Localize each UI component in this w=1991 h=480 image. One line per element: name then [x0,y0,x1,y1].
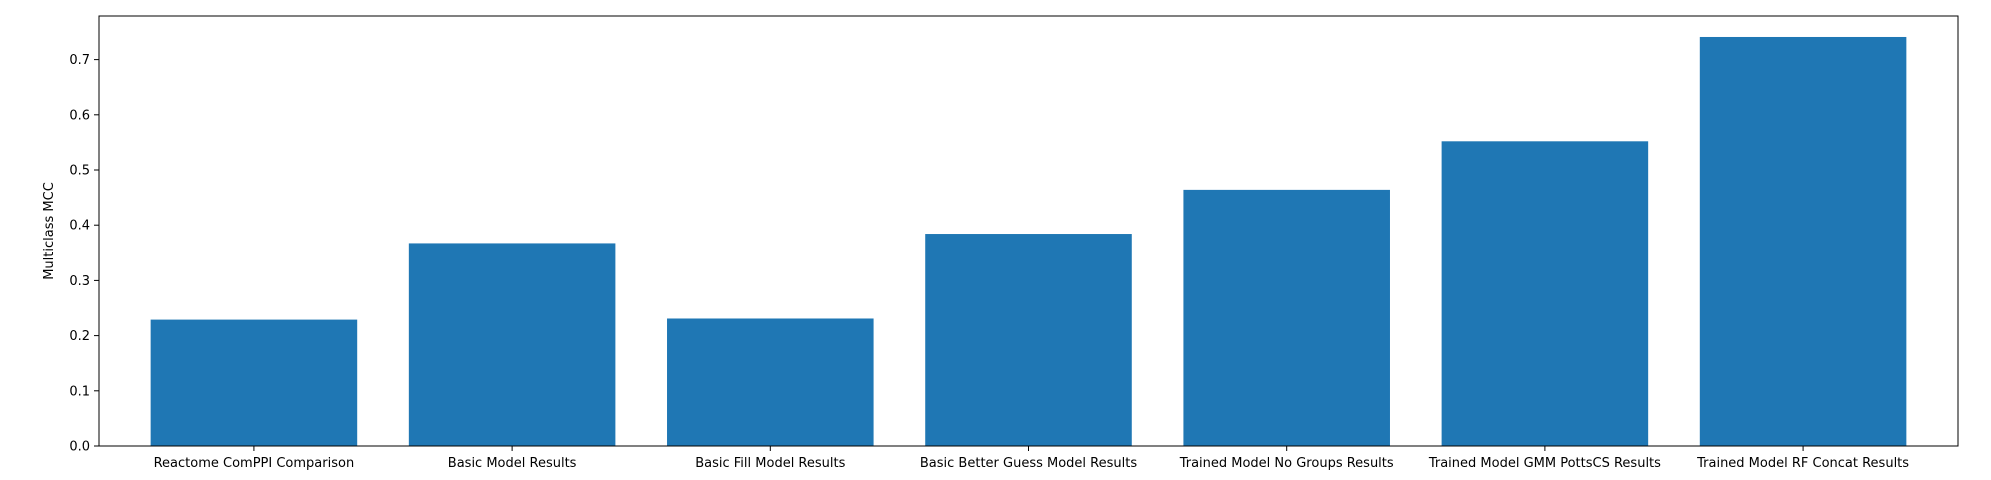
bar [408,243,616,446]
x-tick-label: Trained Model GMM PottsCS Results [1428,456,1661,471]
y-tick-label: 0.4 [69,219,90,234]
y-tick-label: 0.2 [69,329,90,344]
bar [1183,189,1390,446]
x-tick-label: Trained Model RF Concat Results [1696,456,1909,471]
y-tick-label: 0.7 [69,53,90,68]
x-tick-label: Reactome ComPPI Comparison [154,456,355,471]
y-tick-label: 0.0 [69,440,90,455]
bar [1441,141,1649,446]
y-tick-label: 0.6 [69,108,90,123]
y-tick-label: 0.3 [69,274,90,289]
y-axis-label: Multiclass MCC [42,182,57,280]
bar [150,319,358,446]
x-axis: Reactome ComPPI Comparison Basic Model Re… [154,446,1909,471]
x-tick-label: Basic Better Guess Model Results [920,456,1137,471]
bars-group [150,36,1907,446]
bar [667,318,874,446]
plot-frame [98,15,1959,447]
y-axis: 0.0 0.1 0.2 0.3 0.4 0.5 0.6 0.7 [69,53,99,455]
y-tick-label: 0.5 [69,164,90,179]
y-tick-label: 0.1 [69,384,90,399]
x-tick-label: Trained Model No Groups Results [1179,456,1394,471]
bar [1699,36,1907,446]
bar [925,234,1132,446]
x-tick-label: Basic Model Results [448,456,577,471]
x-tick-label: Basic Fill Model Results [695,456,845,471]
